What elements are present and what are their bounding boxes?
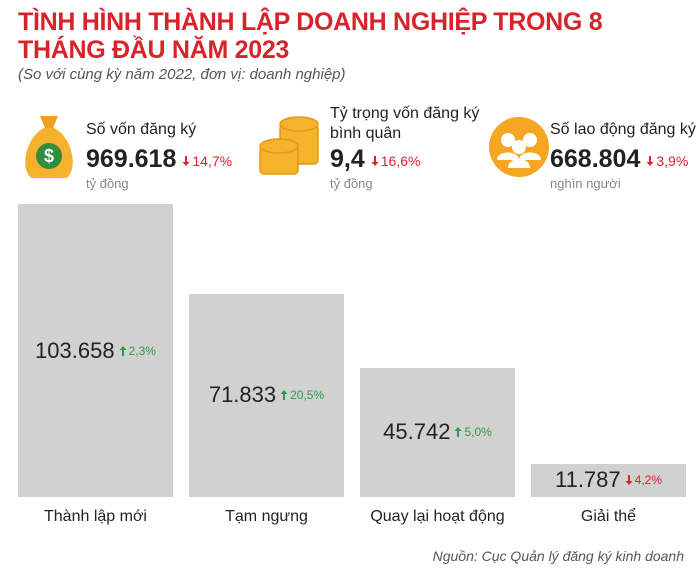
bar bbox=[189, 293, 344, 497]
kpi-number: 668.804 bbox=[550, 145, 641, 173]
x-tick-label: Tạm ngưng bbox=[225, 508, 308, 525]
bar bbox=[531, 463, 686, 497]
money-bag-icon: $ bbox=[25, 116, 73, 178]
bar-label: 11.787 4,2% bbox=[531, 464, 686, 497]
kpi-unit: tỷ đồng bbox=[86, 176, 129, 191]
svg-text:$: $ bbox=[44, 146, 54, 166]
subtitle: (So với cùng kỳ năm 2022, đơn vị: doanh … bbox=[18, 66, 346, 83]
source: Nguồn: Cục Quản lý đăng ký kinh doanh bbox=[432, 548, 684, 564]
change-text: 5,0% bbox=[464, 425, 492, 440]
kpi-value: 969.618 14,7% bbox=[86, 145, 232, 174]
change: 3,9% bbox=[646, 153, 688, 169]
change: 16,6% bbox=[371, 153, 421, 169]
arrow-down bbox=[371, 156, 379, 166]
change: 2,3% bbox=[119, 344, 156, 358]
kpi-label: Số vốn đăng ký bbox=[86, 121, 197, 138]
kpi-number: 969.618 bbox=[86, 145, 177, 173]
arrow-up bbox=[454, 427, 462, 438]
bar-label: 71.833 20,5% bbox=[189, 294, 344, 497]
change-text: 14,7% bbox=[192, 153, 233, 169]
change: 4,2% bbox=[625, 473, 662, 487]
kpi-value: 668.804 3,9% bbox=[550, 145, 688, 174]
kpi-number: 9,4 bbox=[330, 145, 365, 173]
change-text: 4,2% bbox=[634, 473, 662, 488]
arrow-down bbox=[625, 475, 633, 486]
value-label: 71.833 bbox=[208, 382, 277, 408]
arrow-down bbox=[182, 156, 190, 166]
kpi-value: 9,4 16,6% bbox=[330, 145, 420, 174]
kpi-unit: tỷ đồng bbox=[330, 176, 373, 191]
x-tick-label: Thành lập mới bbox=[44, 508, 147, 525]
kpi-label: Tỷ trọng vốn đăng ký bình quân bbox=[330, 105, 480, 142]
arrow-up bbox=[280, 390, 288, 401]
change-text: 16,6% bbox=[380, 153, 421, 169]
x-tick-label: Quay lại hoạt động bbox=[370, 508, 505, 525]
change-text: 3,9% bbox=[656, 153, 689, 169]
value-label: 45.742 bbox=[383, 419, 451, 445]
bar-label: 45.742 5,0% bbox=[360, 368, 515, 497]
kpi-label: Số lao động đăng ký bbox=[550, 121, 696, 138]
bar-label: 103.658 2,3% bbox=[18, 204, 173, 497]
change: 14,7% bbox=[182, 153, 232, 169]
arrow-up bbox=[119, 345, 127, 356]
change: 5,0% bbox=[454, 425, 492, 440]
x-tick-label: Giải thể bbox=[580, 508, 637, 525]
kpi-unit: nghìn người bbox=[550, 176, 621, 191]
change: 20,5% bbox=[280, 388, 324, 402]
arrow-down bbox=[646, 156, 654, 166]
title: TÌNH HÌNH THÀNH LẬP DOANH NGHIỆP TRONG 8… bbox=[18, 8, 603, 64]
bar bbox=[360, 367, 515, 497]
bar bbox=[18, 204, 173, 497]
change-text: 20,5% bbox=[290, 388, 325, 403]
change-text: 2,3% bbox=[128, 343, 156, 358]
coins-icon bbox=[259, 116, 319, 175]
people-icon bbox=[489, 117, 549, 177]
value-label: 11.787 bbox=[554, 467, 621, 493]
value-label: 103.658 bbox=[35, 337, 115, 363]
